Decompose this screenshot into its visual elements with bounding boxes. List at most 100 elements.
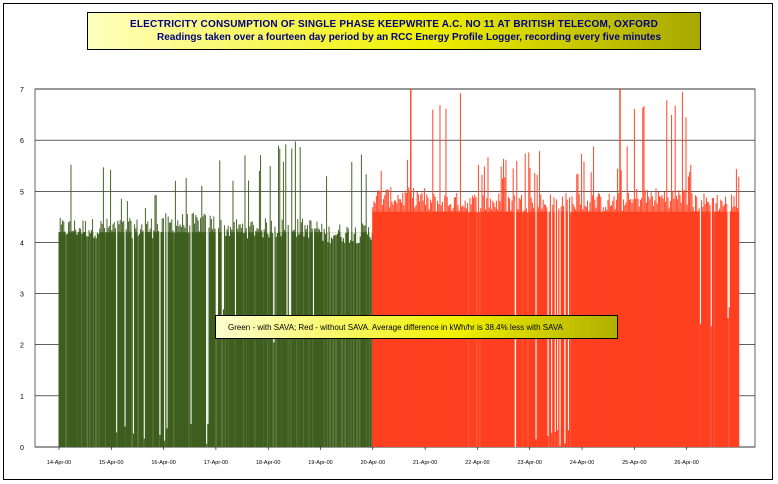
- series-0-gap-top: [280, 232, 282, 237]
- series-0-bar: [88, 230, 90, 447]
- series-0-bar: [137, 235, 139, 447]
- series-0-bar: [146, 224, 148, 447]
- series-1-bar: [662, 198, 664, 447]
- series-1-bar: [648, 196, 650, 447]
- series-0-gap-top: [273, 232, 275, 343]
- series-0-bar: [303, 236, 305, 447]
- series-0-gap-top: [352, 232, 354, 242]
- series-1-bar: [692, 206, 694, 447]
- series-0-bar: [285, 144, 287, 448]
- series-0-gap-top: [366, 232, 369, 235]
- series-1-gap-top: [527, 211, 529, 213]
- series-0-bar: [195, 214, 197, 447]
- series-0-bar: [213, 216, 215, 447]
- series-0-bar: [299, 147, 301, 447]
- x-tick-label: 21-Apr-00: [413, 460, 437, 466]
- series-1-bar: [667, 197, 669, 447]
- series-0-bar: [149, 228, 151, 447]
- series-0-bar: [203, 213, 205, 447]
- series-0-bar: [208, 227, 210, 447]
- series-1-bar: [722, 206, 724, 447]
- series-0-bar: [365, 174, 367, 447]
- series-1-bar: [624, 205, 626, 447]
- series-0-bar: [104, 227, 106, 447]
- series-1-gap-top: [570, 211, 572, 213]
- series-1-bar: [512, 168, 514, 448]
- series-0-bar: [186, 214, 188, 447]
- series-1-bar: [671, 114, 673, 447]
- series-0-bar: [70, 164, 72, 447]
- series-1-bar: [703, 193, 705, 447]
- series-0-bar: [198, 231, 200, 447]
- series-0-bar: [352, 241, 354, 447]
- series-1-bar: [536, 174, 538, 447]
- series-1-bar: [711, 198, 713, 447]
- series-0-bar: [58, 232, 60, 447]
- series-0-gap-top: [93, 232, 95, 238]
- series-0-bar: [76, 234, 78, 447]
- series-0-bar: [234, 324, 237, 447]
- series-0-gap-top: [330, 232, 333, 238]
- series-0-bar: [134, 224, 136, 447]
- series-0-bar: [165, 213, 167, 447]
- series-1-bar: [617, 168, 619, 448]
- series-1-bar: [407, 159, 409, 447]
- series-0-bar: [102, 167, 104, 448]
- series-0-bar: [278, 145, 280, 447]
- series-0-bar: [92, 219, 94, 447]
- series-1-gap-top: [476, 211, 478, 213]
- series-0-bar: [98, 233, 100, 447]
- series-0-bar: [86, 236, 88, 447]
- series-1-bar: [590, 172, 592, 447]
- series-0-bar: [147, 221, 149, 447]
- series-0-bar: [228, 235, 231, 447]
- series-0-gap-top: [89, 232, 91, 234]
- series-0-gap-top: [166, 232, 168, 429]
- series-0-gap-top: [254, 232, 256, 236]
- series-1-bar: [721, 200, 723, 447]
- series-0-bar: [116, 432, 118, 447]
- series-0-bar: [356, 243, 358, 447]
- series-0-bar: [158, 231, 160, 447]
- series-0-bar: [191, 213, 193, 447]
- series-1-bar: [630, 198, 632, 447]
- series-0-bar: [360, 154, 362, 448]
- series-1-bar: [679, 194, 681, 447]
- series-0-bar: [340, 236, 342, 447]
- series-0-bar: [215, 327, 217, 447]
- series-1-bar: [626, 146, 628, 447]
- series-1-bar: [629, 199, 631, 447]
- series-0-bar: [112, 224, 114, 447]
- series-1-bar: [691, 193, 693, 447]
- series-0-bar: [197, 220, 199, 447]
- series-0-gap-top: [215, 232, 217, 328]
- series-0-bar: [358, 242, 360, 447]
- series-1-bar: [693, 211, 695, 447]
- series-1-bar: [621, 210, 623, 447]
- series-1-bar: [528, 152, 530, 447]
- series-1-bar: [732, 206, 734, 447]
- series-0-gap-top: [222, 232, 225, 310]
- series-1-bar: [623, 199, 625, 447]
- series-0-bar: [221, 328, 223, 447]
- series-1-bar: [639, 200, 641, 447]
- series-1-bar: [631, 202, 633, 447]
- series-1-bar: [710, 326, 712, 447]
- series-0-bar: [214, 228, 216, 447]
- series-0-bar: [99, 228, 101, 447]
- series-0-bar: [96, 232, 99, 447]
- series-0-bar: [209, 215, 211, 447]
- series-1-bar: [666, 100, 668, 447]
- series-0-gap-top: [221, 232, 223, 329]
- series-0-bar: [71, 230, 73, 447]
- series-0-bar: [159, 434, 161, 447]
- series-0-gap-top: [332, 232, 334, 240]
- x-tick-label: 24-Apr-00: [570, 460, 594, 466]
- series-1-bar: [728, 307, 730, 447]
- series-0-bar: [272, 232, 274, 447]
- series-0-bar: [276, 232, 279, 447]
- series-1-bar: [534, 172, 536, 448]
- series-1-bar: [698, 208, 700, 447]
- series-1-bar: [627, 192, 629, 447]
- series-0-bar: [130, 220, 132, 447]
